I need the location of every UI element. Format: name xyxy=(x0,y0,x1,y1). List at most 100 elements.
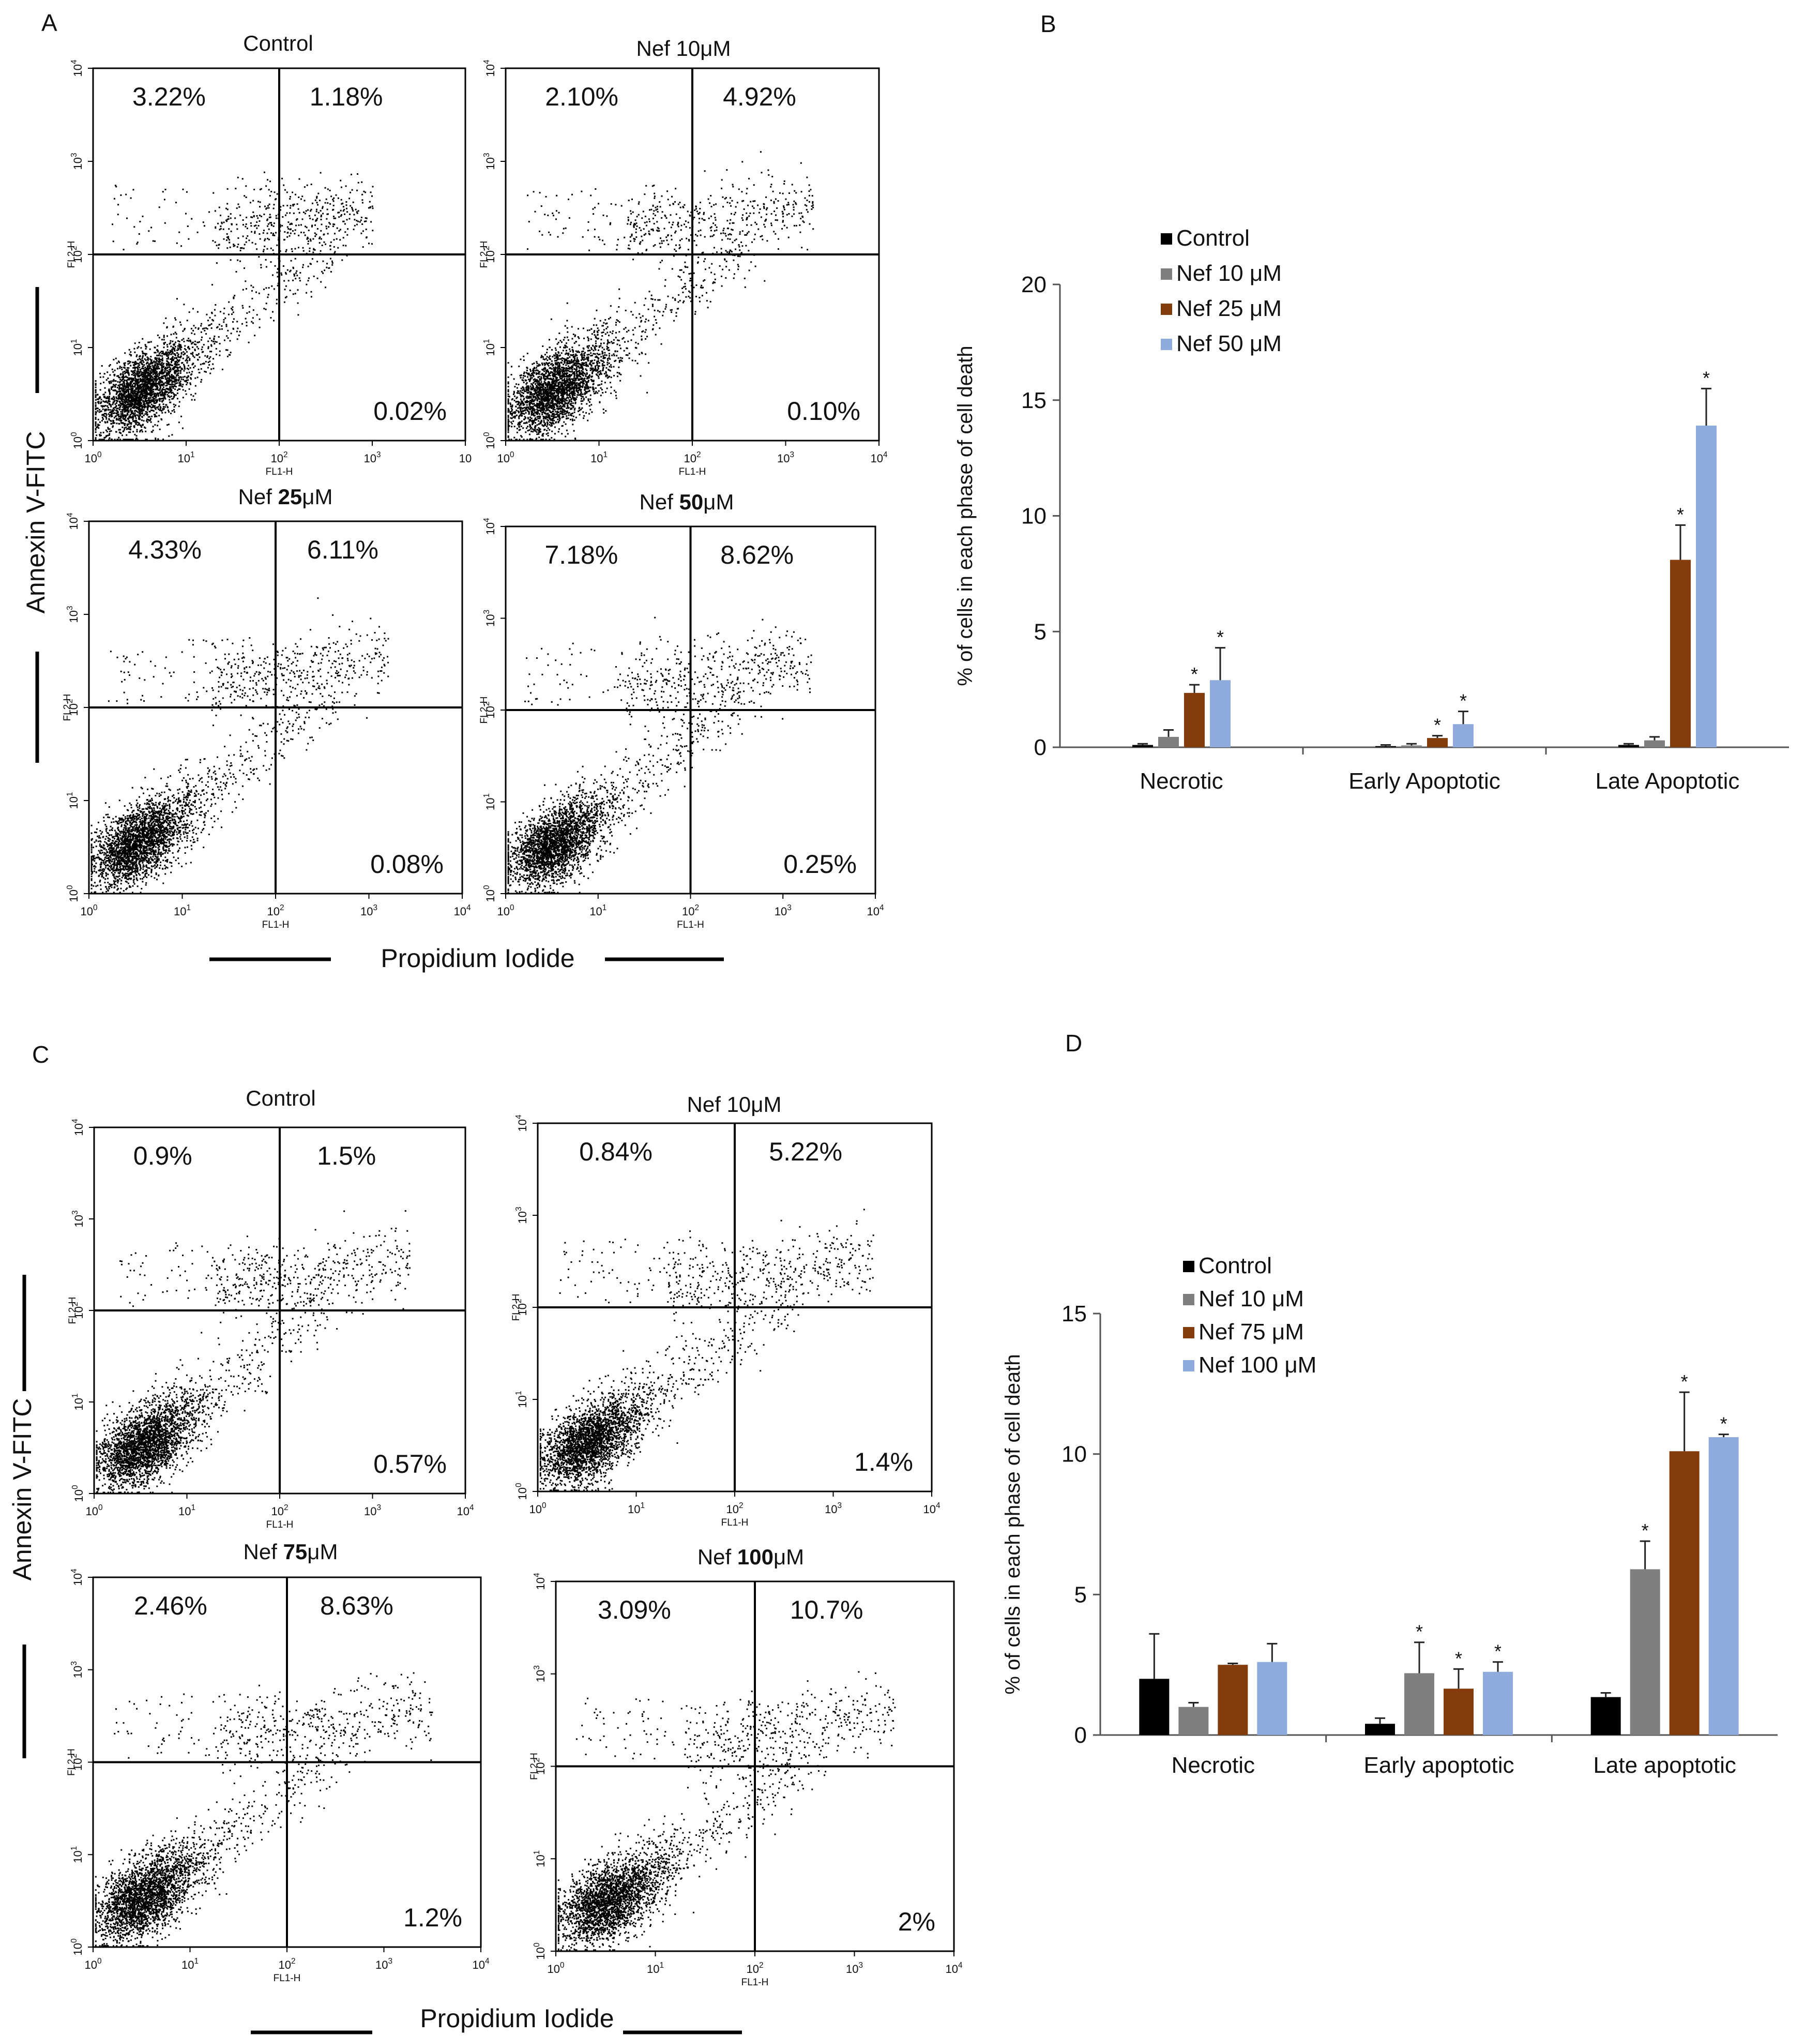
flow-a-plot-3-ytick-label-2: 102 xyxy=(66,699,80,716)
flow-c-plot-4-fl2-label: FL2-H xyxy=(529,1753,540,1780)
flow-c-plot-4-ytick-label-3-text: 103 xyxy=(533,1665,547,1682)
flow-c-plot-3-xtick-label-3-text: 103 xyxy=(375,1957,392,1971)
flow-a-plot-4-xtick-label-1-text: 101 xyxy=(589,903,606,918)
bar-chart-b-bar-2-1 xyxy=(1375,746,1396,747)
flow-c-plot-2-event-dots xyxy=(539,1209,874,1491)
flow-c-plot-3-ytick-label-4: 104 xyxy=(70,1569,84,1586)
flow-c-plot-3-xtick-label-4-text: 104 xyxy=(472,1957,489,1971)
flow-a-plot-4-xtick-label-0: 100 xyxy=(497,903,514,918)
flow-a-plot-4-ytick-label-1-text: 101 xyxy=(482,793,497,810)
flow-a-plot-4-xtick-label-1: 101 xyxy=(589,903,606,918)
flow-a-plot-4-ytick-label-2: 102 xyxy=(482,701,497,718)
bar-chart-d-significance-2-3: * xyxy=(1455,1648,1462,1669)
flow-c-plot-3-ytick-label-1-text: 101 xyxy=(70,1846,84,1863)
flow-a-plot-3-fl2-label: FL2-H xyxy=(62,694,73,721)
flow-c-plot-3-lower-right-percent: 1.2% xyxy=(403,1903,462,1932)
bar-chart-b-bar-2-3 xyxy=(1427,738,1448,747)
flow-a-plot-4-ytick-label-4-text: 104 xyxy=(482,518,497,535)
flow-c-plot-3-xtick-label-0-text: 100 xyxy=(84,1957,101,1971)
panel-label-a: A xyxy=(41,9,57,36)
flow-a-plot-4-title: Nef 50μM xyxy=(640,490,734,514)
flow-a-plot-2-title: Nef 10μM xyxy=(636,36,731,61)
flow-c-plot-3-ytick-label-4-text: 104 xyxy=(70,1569,84,1586)
flow-a-plot-2-upper-right-percent: 4.92% xyxy=(723,82,796,111)
bar-chart-d-category-label-3: Late apoptotic xyxy=(1593,1753,1736,1778)
flow-a-plot-3-xtick-label-2-text: 102 xyxy=(267,903,284,918)
flow-c-plot-4-event-dots xyxy=(557,1671,896,1951)
flow-c-plot-1-ytick-label-0: 100 xyxy=(71,1485,85,1502)
bar-charts: 0 5 10 15 20 % of cells in each phase of cell… xyxy=(954,225,1789,1778)
flow-c-plot-4-xtick-label-4: 104 xyxy=(945,1961,962,1975)
flow-a-plot-1-ytick-label-4: 104 xyxy=(70,59,84,77)
flow-a-plot-2-ytick-label-3: 103 xyxy=(482,153,497,170)
flow-c-plot-1-xtick-label-0-text: 100 xyxy=(85,1503,102,1518)
flow-c-plot-3-xtick-label-4: 104 xyxy=(472,1957,489,1971)
flow-c-plot-1-upper-left-percent: 0.9% xyxy=(133,1141,192,1170)
flow-c-plot-4-xtick-label-4-text: 104 xyxy=(945,1961,962,1975)
flow-a-plot-1-event-dots xyxy=(95,171,374,441)
flow-c-plot-2-ytick-label-0: 100 xyxy=(514,1483,529,1500)
bar-chart-b-category-label-1: Necrotic xyxy=(1140,768,1223,794)
flow-a-plot-2-xtick-label-1: 101 xyxy=(590,450,608,465)
bar-chart-d-legend-swatch-3 xyxy=(1183,1327,1194,1338)
flow-cytometry-plots: Control10010010110110210210310310104FL1-… xyxy=(62,31,963,1988)
flow-c-plot-4-title: Nef 100μM xyxy=(697,1545,804,1569)
flow-c-plot-2-ytick-label-1-text: 101 xyxy=(514,1391,529,1408)
flow-a-plot-3-xtick-label-0: 100 xyxy=(80,903,97,918)
flow-a-plot-2-ytick-label-4-text: 104 xyxy=(482,59,497,77)
flow-c-plot-3-xtick-label-0: 100 xyxy=(84,1957,101,1971)
flow-c-plot-3-xtick-label-2: 102 xyxy=(278,1957,295,1971)
bar-chart-b-bar-1-1 xyxy=(1132,745,1153,747)
flow-a-plot-3-ytick-label-0: 100 xyxy=(66,885,80,902)
flow-a-plot-1-events xyxy=(95,171,374,441)
flow-a-plot-2-ytick-label-2: 102 xyxy=(482,246,497,263)
bar-chart-b: 0 5 10 15 20 % of cells in each phase of cell… xyxy=(954,225,1789,794)
flow-a-plot-1-lower-right-percent: 0.02% xyxy=(373,397,447,426)
bar-chart-b-significance-1-3: * xyxy=(1191,663,1198,685)
flow-c-plot-4-upper-left-percent: 3.09% xyxy=(598,1595,671,1624)
bar-chart-d-bar-2-2 xyxy=(1404,1673,1434,1735)
flow-c-plot-1-events xyxy=(96,1210,411,1494)
flow-c-plot-4-xtick-label-3-text: 103 xyxy=(846,1961,863,1975)
flow-a-plot-2-xtick-label-3: 103 xyxy=(777,450,794,465)
flow-a-plot-1-upper-left-percent: 3.22% xyxy=(132,82,206,111)
flow-c-plot-1-fl1-label: FL1-H xyxy=(266,1519,294,1530)
bar-chart-d-bar-1-4 xyxy=(1257,1662,1287,1735)
flow-c-plot-1-ytick-label-1: 101 xyxy=(71,1393,85,1410)
flow-a-plot-3-xtick-label-3: 103 xyxy=(360,903,377,918)
flow-c-plot-3-fl1-label: FL1-H xyxy=(274,1973,301,1984)
flow-c-plot-2-xtick-label-2: 102 xyxy=(726,1501,743,1516)
flow-a-plot-2-xtick-label-4: 104 xyxy=(870,450,887,465)
bar-chart-b-category-label-3: Late Apoptotic xyxy=(1596,768,1740,794)
flow-c-plot-4-upper-right-percent: 10.7% xyxy=(790,1595,863,1624)
flow-c-plot-2-ytick-label-3: 103 xyxy=(514,1206,529,1224)
flow-a-plot-2-ytick-label-1: 101 xyxy=(482,339,497,356)
flow-c-plot-1-title: Control xyxy=(246,1086,315,1110)
flow-a-plot-3-title: Nef 25μM xyxy=(238,485,333,509)
flow-a-plot-2-lower-right-percent: 0.10% xyxy=(787,397,860,426)
flow-a-plot-3-xtick-label-4: 104 xyxy=(453,903,471,918)
flow-c-plot-3-events xyxy=(95,1672,433,1947)
flow-c-plot-4-xtick-label-0-text: 100 xyxy=(547,1961,564,1975)
flow-c-plot-4-xtick-label-0: 100 xyxy=(547,1961,564,1975)
bar-chart-b-bar-1-2 xyxy=(1158,736,1179,747)
bar-chart-d-legend-swatch-4 xyxy=(1183,1360,1194,1371)
flow-a-plot-4-xtick-label-4-text: 104 xyxy=(867,903,884,918)
bar-chart-b-ytick-label-1: 5 xyxy=(1034,619,1046,644)
flow-a-plot-1-ytick-label-1: 101 xyxy=(70,339,84,356)
flow-a-plot-2-xtick-label-0-text: 100 xyxy=(497,450,514,465)
flow-c-plot-3-xtick-label-1-text: 101 xyxy=(181,1957,199,1971)
flow-a-plot-4-ytick-label-2-text: 102 xyxy=(482,701,497,718)
flow-a-plot-3-fl1-label: FL1-H xyxy=(262,919,290,930)
flow-a-plot-1-xtick-label-1-text: 101 xyxy=(177,450,194,465)
flow-a-plot-1-ytick-label-3-text: 103 xyxy=(70,153,84,170)
bar-chart-d-bar-3-4 xyxy=(1708,1437,1739,1735)
bar-chart-b-significance-2-4: * xyxy=(1460,690,1467,712)
flow-c-plot-1-ytick-label-2-text: 102 xyxy=(71,1302,85,1319)
flow-a-plot-3-xtick-label-2: 102 xyxy=(267,903,284,918)
bar-chart-d-legend-label-4: Nef 100 μM xyxy=(1199,1352,1316,1378)
flow-c-plot-1-upper-right-percent: 1.5% xyxy=(317,1141,376,1170)
panel-c-x-axis-label: Propidium Iodide xyxy=(420,2004,614,2033)
